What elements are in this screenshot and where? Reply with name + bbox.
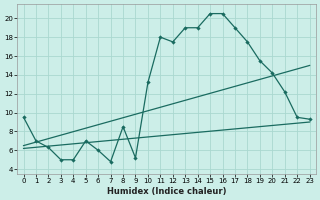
X-axis label: Humidex (Indice chaleur): Humidex (Indice chaleur): [107, 187, 226, 196]
